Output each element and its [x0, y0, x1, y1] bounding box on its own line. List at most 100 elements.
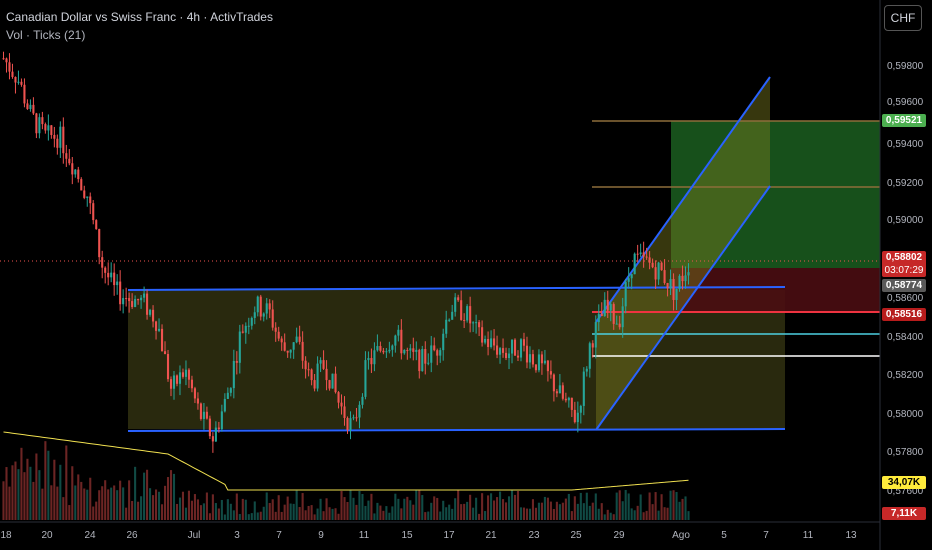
volume-bar	[175, 503, 179, 520]
candle-body	[582, 371, 585, 406]
volume-bar	[624, 489, 627, 520]
candle-body	[280, 338, 283, 343]
candle-body	[361, 396, 364, 405]
volume-bar	[600, 503, 603, 520]
volume-bar	[678, 501, 681, 520]
volume-bar	[160, 504, 164, 520]
volume-bar	[80, 481, 83, 520]
candle-body	[666, 282, 669, 289]
volume-bar	[125, 507, 128, 520]
candle-body	[681, 275, 684, 282]
countdown-tag: 03:07:29	[882, 264, 926, 277]
candle-body	[466, 306, 469, 321]
volume-bar	[217, 508, 220, 520]
volume-bar	[469, 494, 472, 520]
candle-body	[166, 354, 170, 380]
candle-body	[110, 272, 113, 278]
volume-bar	[397, 498, 400, 520]
candle-body	[594, 322, 597, 348]
candle-body	[229, 388, 232, 393]
volume-bar	[522, 507, 526, 520]
candle-body	[379, 346, 382, 351]
candle-body	[29, 104, 32, 109]
candle-body	[588, 343, 591, 369]
volume-bar	[424, 512, 427, 520]
volume-bar	[487, 495, 490, 520]
volume-bar	[370, 493, 373, 520]
volume-bar	[122, 487, 125, 520]
candle-body	[137, 299, 140, 301]
candle-body	[600, 313, 603, 316]
volume-bar	[379, 505, 382, 520]
candle-body	[184, 369, 188, 377]
candle-body	[678, 275, 681, 289]
volume-bar	[340, 491, 343, 520]
candle-body	[152, 309, 155, 322]
time-label: 25	[570, 530, 582, 541]
candle-body	[20, 81, 23, 85]
indicator-label[interactable]: Vol · Ticks (21)	[6, 28, 86, 42]
volume-bar	[166, 477, 170, 520]
time-label: 13	[845, 530, 857, 541]
candle-body	[292, 342, 295, 350]
volume-bar	[116, 490, 119, 520]
volume-bar	[143, 472, 146, 520]
volume-bar	[137, 501, 140, 520]
time-label: 5	[721, 530, 727, 541]
candle-body	[196, 398, 199, 404]
volume-bar	[304, 510, 307, 520]
volume-bar	[23, 472, 26, 520]
volume-bars	[2, 441, 690, 520]
candle-body	[307, 369, 310, 371]
volume-bar	[307, 505, 310, 520]
candle-body	[460, 300, 463, 320]
channel-fill	[596, 77, 770, 430]
candle-body	[534, 364, 537, 371]
candle-body	[178, 372, 182, 384]
candle-body	[41, 117, 44, 125]
volume-bar	[519, 507, 523, 520]
candle-body	[101, 257, 104, 268]
volume-bar	[633, 510, 636, 520]
volume-bar	[104, 480, 107, 520]
candle-body	[663, 270, 666, 283]
candle-body	[301, 341, 304, 361]
candle-body	[475, 322, 478, 324]
candle-body	[352, 417, 355, 419]
candle-body	[591, 343, 594, 348]
currency-button[interactable]: CHF	[884, 5, 922, 31]
volume-bar	[472, 507, 475, 520]
candle-body	[283, 342, 286, 351]
volume-bar	[250, 513, 253, 520]
candle-body	[648, 257, 651, 263]
volume-bar	[636, 505, 639, 520]
candle-body	[636, 253, 639, 255]
candle-body	[286, 350, 289, 353]
volume-bar	[334, 508, 337, 520]
time-label: Ago	[672, 530, 690, 541]
candle-body	[113, 272, 116, 286]
candle-body	[160, 328, 164, 352]
volume-bar	[639, 494, 642, 520]
volume-bar	[591, 502, 594, 520]
candle-body	[163, 351, 167, 355]
stop-price-tag: 0,58516	[882, 308, 926, 321]
volume-bar	[89, 477, 92, 520]
candle-body	[187, 369, 191, 380]
candle-body	[516, 355, 520, 358]
candle-body	[304, 360, 307, 370]
volume-bar	[475, 497, 478, 520]
time-label: Jul	[187, 530, 201, 541]
candle-body	[687, 272, 690, 276]
channel-upper-line	[595, 76, 771, 323]
volume-bar	[86, 489, 89, 520]
candle-body	[104, 267, 107, 273]
volume-bar	[65, 445, 68, 520]
candle-body	[181, 372, 185, 377]
volume-bar	[289, 503, 292, 520]
volume-bar	[214, 503, 217, 520]
candle-body	[504, 352, 508, 359]
candle-body	[56, 138, 59, 148]
candle-body	[385, 351, 388, 353]
